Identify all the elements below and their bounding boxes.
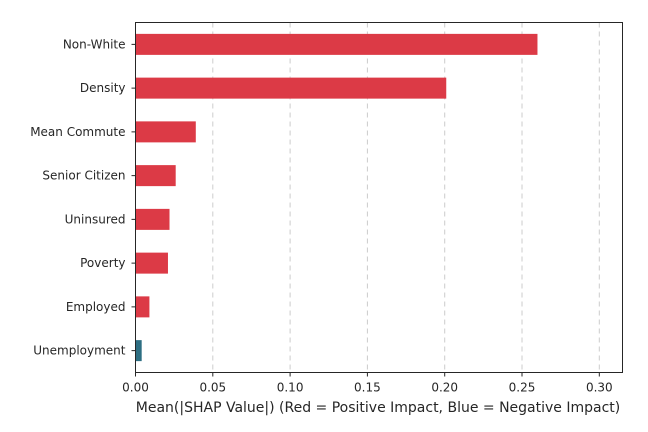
- x-tick-label: 0.10: [277, 381, 304, 395]
- bar-unemployment: [135, 340, 142, 362]
- x-tick-label: 0.15: [354, 381, 381, 395]
- x-tick-label: 0.25: [509, 381, 536, 395]
- y-tick-label: Employed: [66, 300, 126, 314]
- bars: [135, 33, 538, 362]
- y-tick-label: Unemployment: [33, 344, 126, 358]
- y-tick-label: Uninsured: [65, 212, 126, 226]
- bar-density: [135, 77, 447, 99]
- y-tick-label: Senior Citizen: [42, 169, 125, 183]
- y-axis-ticks: Non-White Density Mean Commute Senior Citiz…: [30, 37, 136, 358]
- x-tick-label: 0.05: [199, 381, 226, 395]
- bar-employed: [135, 296, 150, 318]
- x-tick-label: 0.00: [122, 381, 149, 395]
- bar-senior-citizen: [135, 165, 176, 187]
- x-tick-label: 0.30: [586, 381, 613, 395]
- bar-poverty: [135, 252, 168, 274]
- x-tick-label: 0.20: [431, 381, 458, 395]
- bar-uninsured: [135, 208, 170, 230]
- y-tick-label: Non-White: [63, 37, 126, 51]
- x-axis-label: Mean(|SHAP Value|) (Red = Positive Impac…: [136, 400, 620, 416]
- y-tick-label: Poverty: [80, 256, 125, 270]
- y-tick-label: Density: [80, 81, 126, 95]
- gridlines: [212, 22, 600, 373]
- plot-frame: [135, 22, 623, 373]
- bar-non-white: [135, 33, 538, 55]
- x-axis-ticks: 0.00 0.05 0.10 0.15 0.20 0.25 0.30: [122, 372, 613, 395]
- y-tick-label: Mean Commute: [30, 125, 125, 139]
- bar-mean-commute: [135, 121, 196, 143]
